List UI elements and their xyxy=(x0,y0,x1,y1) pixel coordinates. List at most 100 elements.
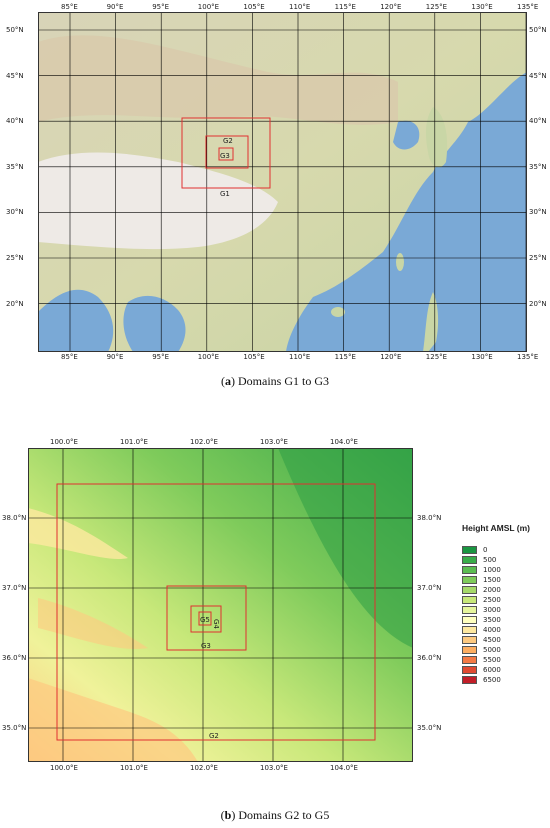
korea-peninsula xyxy=(425,107,448,168)
philippines-island xyxy=(423,292,439,352)
legend-item: 2000 xyxy=(462,585,550,595)
domain-box-g4 xyxy=(190,605,222,633)
legend-label: 4000 xyxy=(483,626,501,634)
graticule xyxy=(38,12,527,352)
legend-item: 5000 xyxy=(462,645,550,655)
lat-tick-right: 25°N xyxy=(529,254,547,262)
lon-tick-top: 101.0°E xyxy=(120,438,148,446)
caption-a-letter: a xyxy=(225,374,231,388)
domain-label-g1: G1 xyxy=(220,190,230,198)
caption-b-letter: b xyxy=(224,808,232,822)
lat-tick-right: 40°N xyxy=(529,117,547,126)
legend-label: 4500 xyxy=(483,636,501,644)
pacific-ocean xyxy=(286,72,527,352)
legend-item: 6000 xyxy=(462,665,550,675)
map-frame xyxy=(28,448,413,762)
lat-tick-right: 50°N xyxy=(529,26,547,34)
lon-tick-bottom: 95°E xyxy=(152,353,170,361)
domain-label-g3: G3 xyxy=(201,642,211,650)
lon-tick-bottom: 115°E xyxy=(334,353,356,361)
lon-tick-bottom: 135°E xyxy=(517,353,539,361)
lat-tick-right: 35°N xyxy=(529,162,547,171)
caption-b: (b) Domains G2 to G5 xyxy=(220,808,330,822)
legend-swatch xyxy=(462,616,477,624)
legend-label: 6500 xyxy=(483,676,501,684)
legend-swatch xyxy=(462,666,477,674)
legend-item: 6500 xyxy=(462,675,550,685)
legend-item: 2500 xyxy=(462,595,550,605)
legend-item: 500 xyxy=(462,555,550,565)
domain-box-g5 xyxy=(198,611,212,626)
bay-of-bengal xyxy=(123,295,186,352)
lon-tick-top: 115°E xyxy=(334,3,356,11)
high-terrain-northwest xyxy=(28,508,128,560)
legend-swatch xyxy=(462,566,477,574)
lat-tick-right: 36.0°N xyxy=(417,654,442,662)
legend-label: 2500 xyxy=(483,596,501,604)
bohai-sea xyxy=(393,120,420,150)
lon-tick-bottom: 100.0°E xyxy=(50,764,78,772)
elevation-legend: Height AMSL (m) 0 500 1000 1500 2000 2500 3000… xyxy=(462,523,550,685)
legend-items: 0 500 1000 1500 2000 2500 3000 3500 4000 4500 5000… xyxy=(462,545,550,685)
domain-box-g2 xyxy=(56,483,376,741)
low-terrain-northeast xyxy=(278,448,413,648)
lon-tick-top: 125°E xyxy=(425,3,448,11)
legend-label: 1500 xyxy=(483,576,501,584)
domain-box-g1 xyxy=(181,117,271,189)
lon-tick-top: 104.0°E xyxy=(330,438,358,446)
desert-region xyxy=(38,35,398,125)
legend-label: 3000 xyxy=(483,606,501,614)
lat-tick-left: 36.0°N xyxy=(2,654,27,662)
overview-map: G1 G2 G3 xyxy=(38,12,527,352)
legend-label: 5500 xyxy=(483,656,501,664)
domain-label-g4: G4 xyxy=(212,619,220,629)
lat-tick-left: 35.0°N xyxy=(2,724,27,732)
legend-swatch xyxy=(462,556,477,564)
legend-swatch xyxy=(462,646,477,654)
lat-tick-left: 45°N xyxy=(6,71,24,80)
legend-swatch xyxy=(462,586,477,594)
lon-tick-top: 103.0°E xyxy=(260,438,288,446)
legend-swatch xyxy=(462,596,477,604)
ridge-west xyxy=(38,598,148,649)
legend-swatch xyxy=(462,676,477,684)
lat-tick-left: 38.0°N xyxy=(2,514,27,522)
lon-tick-bottom: 85°E xyxy=(61,353,78,361)
legend-swatch xyxy=(462,656,477,664)
lon-tick-top: 85°E xyxy=(61,3,78,11)
lon-tick-bottom: 125°E xyxy=(425,353,448,361)
domain-box-g3 xyxy=(166,585,247,651)
lat-tick-left: 25°N xyxy=(6,254,24,262)
lon-tick-bottom: 90°E xyxy=(106,353,124,361)
legend-label: 5000 xyxy=(483,646,501,654)
lon-tick-bottom: 101.0°E xyxy=(120,764,148,772)
graticule-b xyxy=(28,448,413,762)
lon-tick-bottom: 120°E xyxy=(380,353,402,361)
tibetan-plateau xyxy=(38,152,278,250)
legend-item: 4000 xyxy=(462,625,550,635)
legend-label: 0 xyxy=(483,546,488,554)
legend-label: 6000 xyxy=(483,666,501,674)
lon-tick-top: 102.0°E xyxy=(190,438,218,446)
high-terrain-southwest xyxy=(28,678,198,762)
legend-item: 3000 xyxy=(462,605,550,615)
legend-swatch xyxy=(462,606,477,614)
lat-tick-left: 30°N xyxy=(6,208,24,217)
domain-label-g2: G2 xyxy=(209,732,219,740)
hainan-island xyxy=(331,307,345,317)
lat-tick-right: 45°N xyxy=(529,71,547,80)
domain-box-g3 xyxy=(218,147,234,161)
caption-b-text: Domains G2 to G5 xyxy=(238,808,330,822)
lon-tick-bottom: 105°E xyxy=(243,353,265,361)
legend-item: 3500 xyxy=(462,615,550,625)
lon-tick-bottom: 110°E xyxy=(289,353,311,361)
legend-item: 0 xyxy=(462,545,550,555)
topography-map: G2 G3 G4 G5 xyxy=(28,448,413,762)
lon-tick-top: 120°E xyxy=(380,3,402,11)
lon-tick-top: 130°E xyxy=(471,3,493,11)
lon-tick-top: 100.0°E xyxy=(50,438,78,446)
legend-title: Height AMSL (m) xyxy=(462,523,530,533)
legend-swatch xyxy=(462,576,477,584)
legend-item: 4500 xyxy=(462,635,550,645)
lat-tick-right: 35.0°N xyxy=(417,724,442,732)
